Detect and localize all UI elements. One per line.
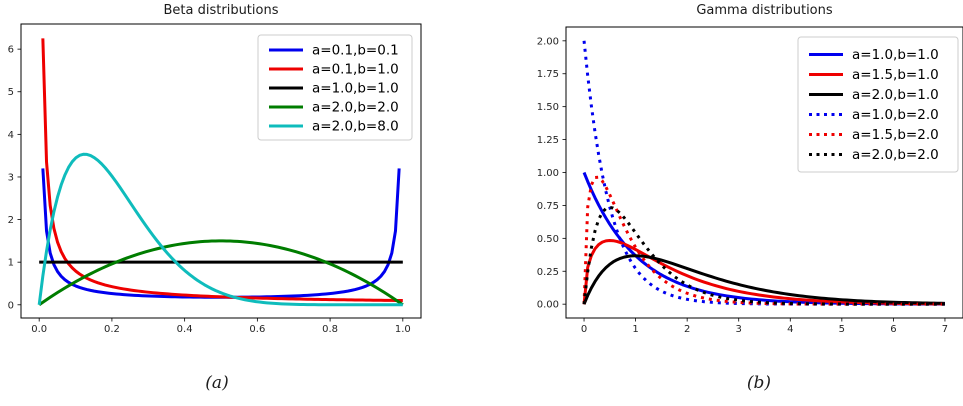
curve-a=2.0,b=1.0 xyxy=(582,254,945,305)
legend-label: a=1.0,b=2.0 xyxy=(852,107,939,123)
y-tick-label: 0.50 xyxy=(537,234,559,245)
legend-label: a=2.0,b=8.0 xyxy=(312,119,399,135)
y-tick-label: 3 xyxy=(8,172,14,183)
curve-a=1.5,b=2.0 xyxy=(582,175,945,306)
curve-a=2.0,b=8.0 xyxy=(37,152,403,307)
x-tick-label: 1.0 xyxy=(395,324,411,335)
y-tick-label: 1 xyxy=(8,258,14,269)
legend-label: a=2.0,b=2.0 xyxy=(852,147,939,163)
y-tick-label: 2.00 xyxy=(537,36,559,47)
x-tick-label: 1 xyxy=(632,324,638,335)
caption-b: (b) xyxy=(746,373,772,393)
y-tick-label: 0 xyxy=(8,300,14,311)
y-tick-label: 1.00 xyxy=(537,168,559,179)
curve-a=1.0,b=2.0 xyxy=(582,40,945,306)
curve-a=1.5,b=1.0 xyxy=(582,238,945,306)
gamma-plot: 0 1 2 3 4 5 6 7 0.00 0.25 0.50 0.75 1.00 1.25 1.50 1.75… xyxy=(537,26,963,335)
y-tick-label: 0.75 xyxy=(537,201,559,212)
x-tick-label: 6 xyxy=(890,324,896,335)
x-tick-label: 0.8 xyxy=(322,324,338,335)
curve-a=0.1,b=1.0 xyxy=(41,38,403,303)
legend-label: a=0.1,b=1.0 xyxy=(312,62,399,78)
legend-box xyxy=(797,36,959,173)
legend-label: a=1.0,b=1.0 xyxy=(852,47,939,63)
y-tick-label: 2 xyxy=(8,215,14,226)
y-tick-label: 0.25 xyxy=(537,267,559,278)
beta-plot-panel: Beta distributions 0.0 0.2 0.4 0.6 0.8 1.0 0 1 2… xyxy=(0,0,481,360)
x-tick-label: 4 xyxy=(787,324,793,335)
y-tick-label: 0.00 xyxy=(537,300,559,311)
gamma-plot-panel: Gamma distributions 0 1 2 3 4 5 6 7 0.00 0.25 0.50… xyxy=(481,0,963,360)
y-tick-label: 1.75 xyxy=(537,69,559,80)
x-tick-label: 7 xyxy=(942,324,948,335)
y-tick-label: 1.50 xyxy=(537,102,559,113)
curve-a=2.0,b=2.0 xyxy=(38,239,404,307)
caption-a: (a) xyxy=(205,373,229,393)
legend-label: a=2.0,b=1.0 xyxy=(852,87,939,103)
x-tick-label: 0.2 xyxy=(104,324,120,335)
axes-frame xyxy=(20,23,422,319)
x-tick-label: 0 xyxy=(581,324,587,335)
x-tick-label: 0.4 xyxy=(177,324,193,335)
beta-plot-title: Beta distributions xyxy=(163,3,279,18)
y-tick-label: 6 xyxy=(8,45,14,56)
y-tick-label: 4 xyxy=(8,130,14,141)
legend-label: a=1.0,b=1.0 xyxy=(312,81,399,97)
legend-box xyxy=(257,34,413,141)
x-tick-label: 5 xyxy=(839,324,845,335)
y-tick-label: 5 xyxy=(8,87,14,98)
x-tick-label: 2 xyxy=(684,324,690,335)
legend-label: a=2.0,b=2.0 xyxy=(312,100,399,116)
legend-label: a=0.1,b=0.1 xyxy=(312,43,399,59)
y-tick-label: 1.25 xyxy=(537,135,559,146)
legend-label: a=1.5,b=1.0 xyxy=(852,67,939,83)
x-tick-label: 0.0 xyxy=(31,324,47,335)
curve-a=0.1,b=0.1 xyxy=(41,168,401,299)
x-tick-label: 0.6 xyxy=(249,324,265,335)
beta-plot: 0.0 0.2 0.4 0.6 0.8 1.0 0 1 2 3 4 5 6 a=0.1,b=0.1 a=0.… xyxy=(8,23,422,335)
gamma-plot-title: Gamma distributions xyxy=(696,3,833,18)
legend-label: a=1.5,b=2.0 xyxy=(852,127,939,143)
x-tick-label: 3 xyxy=(736,324,742,335)
